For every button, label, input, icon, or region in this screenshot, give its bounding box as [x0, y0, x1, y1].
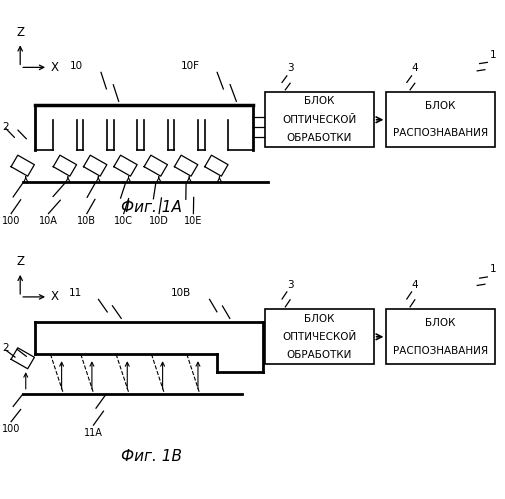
- Text: Фиг. 1В: Фиг. 1В: [121, 449, 182, 464]
- Text: 100: 100: [2, 424, 20, 434]
- Text: БЛОК: БЛОК: [304, 313, 335, 323]
- Bar: [386, 92, 495, 147]
- Text: 10F: 10F: [180, 61, 199, 71]
- Text: 11A: 11A: [84, 428, 103, 438]
- Text: 10B: 10B: [77, 216, 96, 226]
- Text: 11: 11: [69, 288, 82, 298]
- Text: 10E: 10E: [184, 216, 203, 226]
- Text: Z: Z: [16, 26, 24, 39]
- Text: 10D: 10D: [149, 216, 169, 226]
- Text: РАСПОЗНАВАНИЯ: РАСПОЗНАВАНИЯ: [393, 345, 488, 356]
- Text: Фиг. 1А: Фиг. 1А: [121, 200, 182, 215]
- Bar: [386, 309, 495, 364]
- Text: 1: 1: [490, 50, 496, 60]
- Bar: [265, 92, 374, 147]
- Text: БЛОК: БЛОК: [425, 101, 456, 111]
- Text: ОПТИЧЕСКОЙ: ОПТИЧЕСКОЙ: [282, 332, 357, 342]
- Text: 3: 3: [287, 280, 293, 290]
- Text: БЛОК: БЛОК: [425, 318, 456, 328]
- Text: 2: 2: [3, 343, 9, 353]
- Text: Z: Z: [16, 255, 24, 268]
- Text: 10A: 10A: [39, 216, 58, 226]
- Text: 2: 2: [3, 122, 9, 132]
- Text: 10C: 10C: [114, 216, 133, 226]
- Text: X: X: [51, 290, 59, 303]
- Text: 1: 1: [490, 264, 496, 274]
- Text: 10: 10: [70, 61, 83, 71]
- Text: БЛОК: БЛОК: [304, 96, 335, 106]
- Text: 3: 3: [287, 63, 293, 73]
- Bar: [265, 309, 374, 364]
- Text: 10B: 10B: [171, 288, 191, 298]
- Text: РАСПОЗНАВАНИЯ: РАСПОЗНАВАНИЯ: [393, 128, 488, 139]
- Text: 4: 4: [412, 63, 418, 73]
- Text: 4: 4: [412, 280, 418, 290]
- Text: 100: 100: [2, 216, 20, 226]
- Text: ОПТИЧЕСКОЙ: ОПТИЧЕСКОЙ: [282, 115, 357, 125]
- Text: ОБРАБОТКИ: ОБРАБОТКИ: [287, 350, 352, 360]
- Text: ОБРАБОТКИ: ОБРАБОТКИ: [287, 133, 352, 143]
- Text: X: X: [51, 61, 59, 74]
